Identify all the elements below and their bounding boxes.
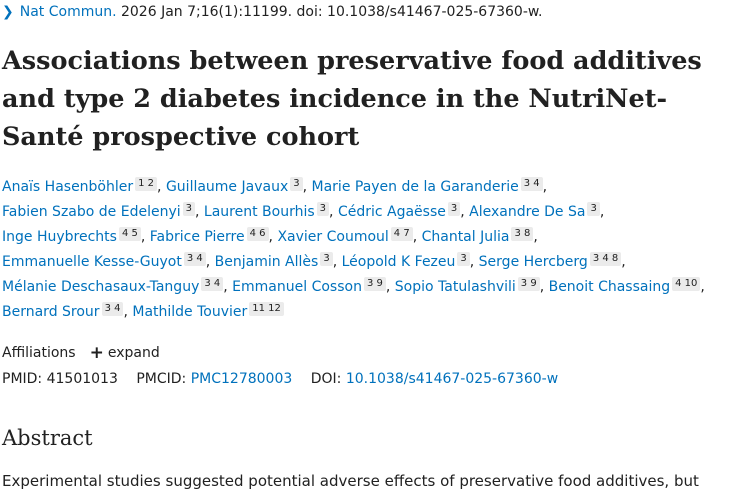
author-name-link[interactable]: Alexandre De Sa bbox=[469, 204, 586, 220]
author-name-link[interactable]: Marie Payen de la Garanderie bbox=[311, 179, 519, 195]
author-name-link[interactable]: Emmanuel Cosson bbox=[232, 279, 362, 295]
affiliation-number-button[interactable]: 3 8 bbox=[511, 227, 534, 241]
affiliation-number-button[interactable]: 3 4 8 bbox=[589, 252, 622, 266]
affiliation-number-button[interactable]: 3 9 bbox=[363, 277, 386, 291]
affiliations-row: Affiliations + expand bbox=[2, 342, 160, 363]
author-item: Fabien Szabo de Edelenyi 3, bbox=[2, 202, 200, 220]
author-name-link[interactable]: Inge Huybrechts bbox=[2, 229, 117, 245]
author-item: Serge Hercberg 3 4 8, bbox=[478, 252, 626, 270]
plus-icon[interactable]: + bbox=[89, 343, 104, 363]
author-item: Mathilde Touvier 11 12 bbox=[132, 302, 284, 320]
author-item: Bernard Srour 3 4, bbox=[2, 302, 128, 320]
author-item: Alexandre De Sa 3, bbox=[469, 202, 605, 220]
author-name-link[interactable]: Serge Hercberg bbox=[478, 254, 588, 270]
author-name-link[interactable]: Sopio Tatulashvili bbox=[394, 279, 516, 295]
authors-list: Anaïs Hasenböhler 1 2, Guillaume Javaux 3,… bbox=[2, 175, 747, 325]
citation-line: ❯ Nat Commun. 2026 Jan 7;16(1):11199. doi… bbox=[2, 4, 543, 20]
affiliation-number-button[interactable]: 11 12 bbox=[249, 302, 284, 316]
affiliation-number-button[interactable]: 3 4 bbox=[201, 277, 224, 291]
affiliation-number-button[interactable]: 3 4 bbox=[101, 302, 124, 316]
author-item: Léopold K Fezeu 3, bbox=[341, 252, 475, 270]
author-item: Anaïs Hasenböhler 1 2, bbox=[2, 177, 162, 195]
pmcid-label: PMCID: bbox=[136, 371, 187, 387]
author-name-link[interactable]: Mélanie Deschasaux-Tanguy bbox=[2, 279, 200, 295]
affiliation-number-button[interactable]: 1 2 bbox=[135, 177, 158, 191]
author-item: Benjamin Allès 3, bbox=[214, 252, 338, 270]
affiliation-number-button[interactable]: 4 10 bbox=[672, 277, 701, 291]
affiliation-number-button[interactable]: 3 9 bbox=[517, 277, 540, 291]
journal-link[interactable]: Nat Commun. bbox=[19, 4, 117, 20]
author-item: Xavier Coumoul 4 7, bbox=[277, 227, 418, 245]
affiliation-number-button[interactable]: 4 6 bbox=[246, 227, 269, 241]
author-name-link[interactable]: Benjamin Allès bbox=[214, 254, 319, 270]
affiliation-number-button[interactable]: 3 bbox=[457, 252, 470, 266]
affiliations-label: Affiliations bbox=[2, 345, 76, 361]
citation-details: 2026 Jan 7;16(1):11199. doi: 10.1038/s41… bbox=[116, 4, 543, 20]
identifiers-row: PMID: 41501013 PMCID: PMC12780003 DOI: 1… bbox=[2, 371, 558, 387]
chevron-right-icon[interactable]: ❯ bbox=[2, 4, 14, 20]
author-item: Marie Payen de la Garanderie 3 4, bbox=[311, 177, 548, 195]
affiliation-number-button[interactable]: 3 bbox=[316, 202, 330, 216]
pmid-label: PMID: bbox=[2, 371, 43, 387]
affiliation-number-button[interactable]: 3 bbox=[587, 202, 600, 216]
author-name-link[interactable]: Fabien Szabo de Edelenyi bbox=[2, 204, 181, 220]
author-item: Laurent Bourhis 3, bbox=[203, 202, 334, 220]
author-name-link[interactable]: Chantal Julia bbox=[421, 229, 510, 245]
author-name-link[interactable]: Benoit Chassaing bbox=[548, 279, 671, 295]
author-item: Emmanuelle Kesse-Guyot 3 4, bbox=[2, 252, 211, 270]
author-name-link[interactable]: Anaïs Hasenböhler bbox=[2, 179, 134, 195]
affiliation-number-button[interactable]: 3 bbox=[320, 252, 333, 266]
expand-button[interactable]: expand bbox=[107, 345, 160, 361]
author-item: Inge Huybrechts 4 5, bbox=[2, 227, 146, 245]
author-name-link[interactable]: Emmanuelle Kesse-Guyot bbox=[2, 254, 182, 270]
author-item: Chantal Julia 3 8, bbox=[421, 227, 538, 245]
author-item: Benoit Chassaing 4 10, bbox=[548, 277, 705, 295]
doi-link[interactable]: 10.1038/s41467-025-67360-w bbox=[345, 371, 559, 387]
author-name-link[interactable]: Guillaume Javaux bbox=[165, 179, 289, 195]
author-name-link[interactable]: Xavier Coumoul bbox=[277, 229, 389, 245]
affiliation-number-button[interactable]: 3 bbox=[290, 177, 303, 191]
author-item: Emmanuel Cosson 3 9, bbox=[232, 277, 391, 295]
article-title: Associations between preservative food a… bbox=[2, 46, 702, 152]
author-item: Guillaume Javaux 3, bbox=[165, 177, 308, 195]
affiliation-number-button[interactable]: 4 5 bbox=[118, 227, 141, 241]
author-name-link[interactable]: Cédric Agaësse bbox=[337, 204, 446, 220]
author-item: Cédric Agaësse 3, bbox=[337, 202, 465, 220]
author-item: Mélanie Deschasaux-Tanguy 3 4, bbox=[2, 277, 228, 295]
affiliation-number-button[interactable]: 4 7 bbox=[390, 227, 413, 241]
author-name-link[interactable]: Léopold K Fezeu bbox=[341, 254, 456, 270]
pmcid-link[interactable]: PMC12780003 bbox=[190, 371, 293, 387]
author-name-link[interactable]: Fabrice Pierre bbox=[149, 229, 245, 245]
affiliation-number-button[interactable]: 3 4 bbox=[183, 252, 206, 266]
author-name-link[interactable]: Laurent Bourhis bbox=[203, 204, 315, 220]
author-name-link[interactable]: Mathilde Touvier bbox=[132, 304, 248, 320]
affiliation-number-button[interactable]: 3 4 bbox=[520, 177, 543, 191]
affiliation-number-button[interactable]: 3 bbox=[182, 202, 195, 216]
affiliation-number-button[interactable]: 3 bbox=[447, 202, 461, 216]
author-name-link[interactable]: Bernard Srour bbox=[2, 304, 100, 320]
abstract-heading: Abstract bbox=[2, 426, 93, 450]
pmid-value: 41501013 bbox=[46, 371, 118, 387]
abstract-text: Experimental studies suggested potential… bbox=[2, 472, 699, 490]
author-item: Sopio Tatulashvili 3 9, bbox=[394, 277, 545, 295]
author-item: Fabrice Pierre 4 6, bbox=[149, 227, 273, 245]
doi-label: DOI: bbox=[310, 371, 342, 387]
